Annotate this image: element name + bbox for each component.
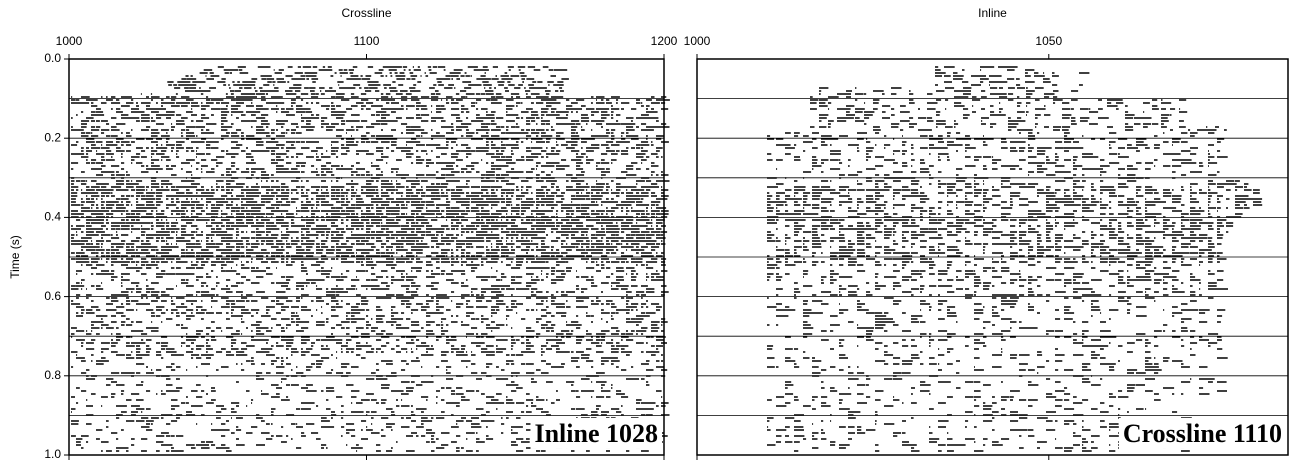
y-tick-label: 0.0	[44, 51, 61, 65]
y-tick-label: 0.4	[44, 210, 61, 224]
annotation: Inline 1028	[534, 419, 658, 448]
plot-frame	[696, 58, 1289, 456]
y-tick-label: 0.8	[44, 368, 61, 382]
x-tick-label: 1200	[651, 34, 678, 48]
annotation-background	[1118, 417, 1286, 449]
x-tick-label: 1100	[354, 34, 380, 48]
y-tick-label: 0.6	[44, 289, 61, 303]
seismic-texture	[71, 66, 670, 452]
annotation-background	[530, 417, 662, 449]
x-axis-title: Inline	[978, 6, 1007, 20]
y-tick-label: 0.2	[44, 130, 61, 144]
x-axis-title: Crossline	[341, 6, 391, 20]
x-tick-label: 1000	[684, 34, 711, 48]
x-tick-label: 1050	[1035, 34, 1062, 48]
seismic-texture	[767, 66, 1263, 452]
annotation: Crossline 1110	[1123, 419, 1282, 448]
x-tick-label: 1000	[56, 34, 83, 48]
y-tick-label: 1.0	[44, 447, 61, 461]
y-axis-title: Time (s)	[8, 235, 22, 279]
